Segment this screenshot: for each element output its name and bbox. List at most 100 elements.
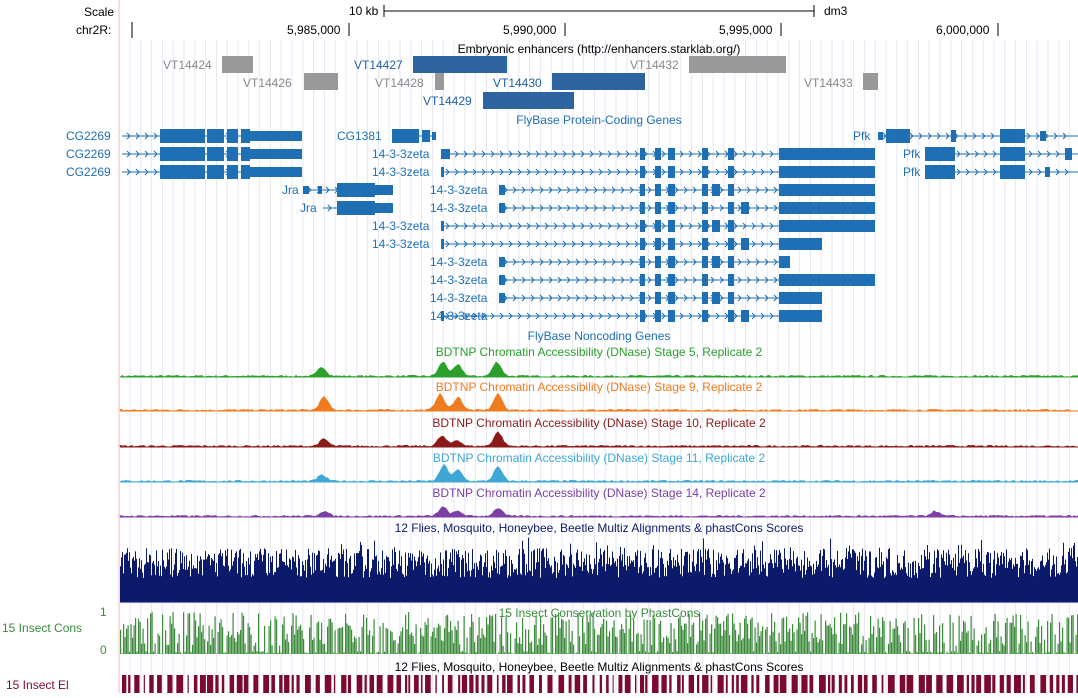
- multiz-bar: [696, 564, 697, 603]
- multiz-bar: [241, 577, 242, 603]
- gene-label[interactable]: Pfk: [903, 165, 920, 179]
- gene-label[interactable]: 14-3-3zeta: [430, 201, 487, 215]
- enhancer-label[interactable]: VT14433: [804, 76, 853, 90]
- phastcons-bar: [155, 644, 156, 654]
- multiz-bar: [353, 570, 354, 603]
- multiz-bar: [888, 549, 889, 603]
- gene-label[interactable]: CG2269: [66, 165, 111, 179]
- gene-label[interactable]: CG1381: [337, 129, 382, 143]
- phastcons-bar: [903, 623, 904, 654]
- phastcons-bar: [270, 620, 271, 654]
- enhancer-track[interactable]: [222, 56, 878, 109]
- multiz-bar: [756, 568, 757, 603]
- multiz-bar: [602, 566, 603, 603]
- phastcons-bar: [800, 623, 801, 654]
- exon: [640, 310, 645, 322]
- multiz-bar: [297, 575, 298, 603]
- phastcons-bar: [950, 615, 951, 654]
- enhancer-label[interactable]: VT14432: [630, 58, 679, 72]
- phastcons-side-label[interactable]: 15 Insect Cons: [2, 621, 82, 635]
- elements-side-label[interactable]: 15 Insect El: [6, 678, 69, 692]
- gene-label[interactable]: 14-3-3zeta: [372, 237, 429, 251]
- gene-label[interactable]: Pfk: [903, 147, 920, 161]
- multiz-bar: [730, 569, 731, 603]
- multiz-bar: [555, 561, 556, 603]
- gene-label[interactable]: 14-3-3zeta: [372, 219, 429, 233]
- protein-coding-gene-track[interactable]: [122, 129, 1078, 322]
- enhancer-label[interactable]: VT14430: [493, 76, 542, 90]
- multiz-bar: [154, 565, 155, 603]
- enhancer-label[interactable]: VT14424: [163, 58, 212, 72]
- multiz-bar: [924, 550, 925, 603]
- multiz-bar: [321, 571, 322, 603]
- phastcons-bar: [797, 629, 798, 654]
- phastcons-bar: [659, 624, 660, 654]
- phastcons-bar: [957, 653, 958, 654]
- multiz-bar: [125, 554, 126, 603]
- exon: [702, 292, 708, 304]
- multiz-bar: [599, 559, 600, 603]
- multiz-bar: [676, 567, 677, 603]
- exon: [640, 238, 645, 250]
- gene-label[interactable]: CG2269: [66, 147, 111, 161]
- enhancer-label[interactable]: VT14429: [423, 94, 472, 108]
- multiz-bar: [864, 561, 865, 603]
- phastcons-bar: [783, 618, 784, 654]
- multiz-bar: [456, 551, 457, 603]
- phastcons-bar: [626, 617, 627, 654]
- phastcons-bar: [368, 635, 369, 654]
- gene-label[interactable]: 14-3-3zeta: [430, 273, 487, 287]
- multiz-bar: [833, 562, 834, 603]
- multiz-bar: [399, 551, 400, 603]
- gene-label[interactable]: CG2269: [66, 129, 111, 143]
- multiz-bar: [1068, 552, 1069, 603]
- phastcons-bar: [474, 642, 475, 654]
- multiz-bar: [299, 558, 300, 603]
- multiz-bar: [1060, 573, 1061, 603]
- multiz-bar: [364, 571, 365, 603]
- gene-label[interactable]: 14-3-3zeta: [372, 165, 429, 179]
- multiz-bar: [566, 564, 567, 603]
- phastcons-bar: [197, 637, 198, 654]
- phastcons-bar: [282, 625, 283, 654]
- phastcons-bar: [603, 619, 604, 654]
- gene-label[interactable]: Jra: [300, 201, 317, 215]
- gene-label[interactable]: Jra: [282, 183, 299, 197]
- phastcons-bar: [188, 614, 189, 654]
- gene-label[interactable]: 14-3-3zeta: [430, 291, 487, 305]
- phastcons-bar: [990, 640, 991, 654]
- multiz-bar: [366, 569, 367, 603]
- gene-label[interactable]: 14-3-3zeta: [430, 255, 487, 269]
- enhancer-label[interactable]: VT14428: [375, 76, 424, 90]
- phastcons-bar: [344, 652, 345, 654]
- multiz-bar: [256, 557, 257, 603]
- multiz-bar: [527, 572, 528, 603]
- phastcons-bar: [987, 652, 988, 654]
- multiz-bar: [669, 553, 670, 603]
- conserved-element: [1030, 675, 1035, 693]
- multiz-conservation-track[interactable]: [120, 538, 1078, 603]
- phastcons-bar: [1034, 653, 1035, 654]
- phastcons-bar: [726, 616, 727, 654]
- gene-label[interactable]: Pfk: [853, 129, 870, 143]
- conserved-element: [828, 675, 830, 693]
- multiz-bar: [452, 549, 453, 603]
- conserved-element: [476, 675, 479, 693]
- multiz-bar: [703, 538, 704, 603]
- conserved-elements-track[interactable]: [122, 675, 1078, 693]
- gene-label[interactable]: 14-3-3zeta: [430, 183, 487, 197]
- enhancer-label[interactable]: VT14427: [354, 58, 403, 72]
- multiz-bar: [457, 554, 458, 603]
- conserved-element: [844, 675, 847, 693]
- multiz-bar: [918, 563, 919, 603]
- phastcons-bar: [606, 621, 607, 654]
- conserved-element: [292, 675, 294, 693]
- multiz-bar: [917, 578, 918, 603]
- multiz-bar: [507, 578, 508, 603]
- gene-label[interactable]: 14-3-3zeta: [430, 309, 487, 323]
- enhancer-label[interactable]: VT14426: [243, 76, 292, 90]
- base-position-ruler[interactable]: [132, 5, 998, 38]
- multiz-bar: [632, 562, 633, 603]
- gene-label[interactable]: 14-3-3zeta: [372, 147, 429, 161]
